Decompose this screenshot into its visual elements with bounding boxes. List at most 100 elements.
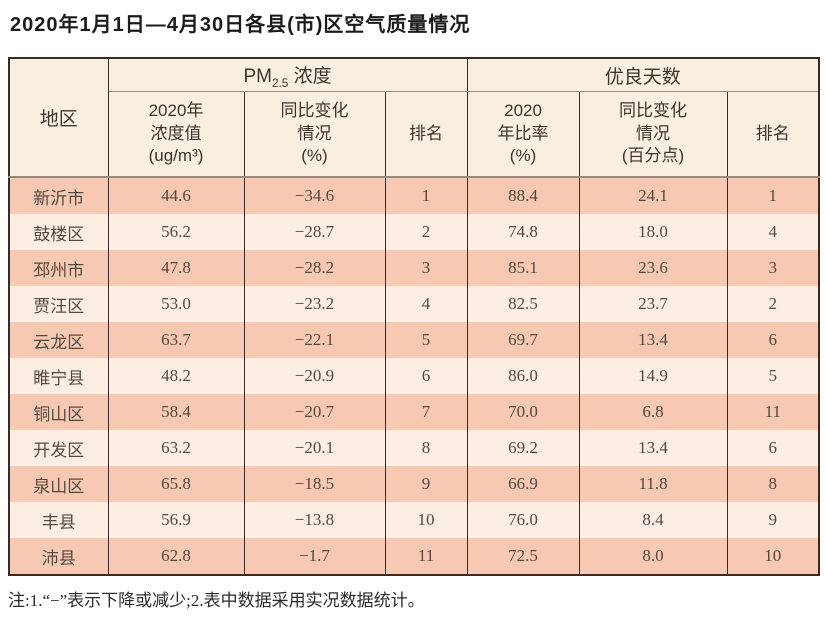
pm25-label-suffix: 浓度 bbox=[288, 65, 332, 87]
good-change-cell: 13.4 bbox=[578, 322, 728, 358]
good-rate-cell: 70.0 bbox=[466, 394, 580, 430]
header-good-change: 同比变化 情况 (百分点) bbox=[578, 91, 728, 178]
good-rate-cell: 86.0 bbox=[466, 358, 580, 394]
pm25-value-cell: 48.2 bbox=[107, 358, 245, 394]
table-row: 泉山区 65.8 −18.5 9 66.9 11.8 8 bbox=[8, 466, 820, 502]
pm25-rank-cell: 5 bbox=[384, 322, 468, 358]
pm25-change-cell: −20.9 bbox=[243, 358, 386, 394]
good-rate-cell: 69.2 bbox=[466, 430, 580, 466]
header-pm25-group: PM2.5 浓度 bbox=[107, 58, 468, 92]
region-cell: 睢宁县 bbox=[8, 358, 109, 394]
pm25-rank-cell: 11 bbox=[384, 538, 468, 575]
good-rate-cell: 66.9 bbox=[466, 466, 580, 502]
pm25-rank-cell: 1 bbox=[384, 177, 468, 214]
good-change-cell: 11.8 bbox=[578, 466, 728, 502]
pm25-label-prefix: PM bbox=[243, 65, 272, 87]
pm25-value-cell: 44.6 bbox=[107, 177, 245, 214]
good-rate-cell: 88.4 bbox=[466, 177, 580, 214]
pm25-change-cell: −20.1 bbox=[243, 430, 386, 466]
region-cell: 新沂市 bbox=[8, 177, 109, 214]
good-rank-cell: 1 bbox=[726, 177, 820, 214]
good-rate-cell: 72.5 bbox=[466, 538, 580, 575]
pm25-rank-cell: 6 bbox=[384, 358, 468, 394]
header-region: 地区 bbox=[8, 58, 109, 178]
region-cell: 云龙区 bbox=[8, 322, 109, 358]
good-rank-cell: 6 bbox=[726, 430, 820, 466]
good-rate-cell: 76.0 bbox=[466, 502, 580, 538]
footnote: 注:1.“−”表示下降或减少;2.表中数据采用实况数据统计。 bbox=[8, 591, 425, 610]
pm25-value-cell: 56.2 bbox=[107, 214, 245, 250]
header-pm25-value: 2020年 浓度值 (ug/m³) bbox=[107, 91, 245, 178]
good-rank-cell: 9 bbox=[726, 502, 820, 538]
good-rate-cell: 85.1 bbox=[466, 250, 580, 286]
pm25-change-cell: −18.5 bbox=[243, 466, 386, 502]
table-row: 铜山区 58.4 −20.7 7 70.0 6.8 11 bbox=[8, 394, 820, 430]
pm25-value-cell: 65.8 bbox=[107, 466, 245, 502]
good-rank-cell: 11 bbox=[726, 394, 820, 430]
table-row: 丰县 56.9 −13.8 10 76.0 8.4 9 bbox=[8, 502, 820, 538]
good-change-cell: 14.9 bbox=[578, 358, 728, 394]
pm25-rank-cell: 7 bbox=[384, 394, 468, 430]
pm25-change-cell: −13.8 bbox=[243, 502, 386, 538]
good-change-cell: 23.7 bbox=[578, 286, 728, 322]
table-row: 开发区 63.2 −20.1 8 69.2 13.4 6 bbox=[8, 430, 820, 466]
header-good-rate: 2020 年比率 (%) bbox=[466, 91, 580, 178]
header-good-days-group: 优良天数 bbox=[466, 58, 820, 92]
pm25-rank-cell: 8 bbox=[384, 430, 468, 466]
group-header-row: 地区 PM2.5 浓度 优良天数 bbox=[8, 58, 820, 178]
good-rate-cell: 69.7 bbox=[466, 322, 580, 358]
pm25-change-cell: −1.7 bbox=[243, 538, 386, 575]
pm25-value-cell: 62.8 bbox=[107, 538, 245, 575]
region-cell: 泉山区 bbox=[8, 466, 109, 502]
good-rank-cell: 4 bbox=[726, 214, 820, 250]
header-good-rank: 排名 bbox=[726, 91, 820, 178]
page-title: 2020年1月1日—4月30日各县(市)区空气质量情况 bbox=[10, 14, 471, 36]
good-rank-cell: 3 bbox=[726, 250, 820, 286]
pm25-rank-cell: 2 bbox=[384, 214, 468, 250]
pm25-rank-cell: 9 bbox=[384, 466, 468, 502]
good-change-cell: 13.4 bbox=[578, 430, 728, 466]
table-row: 云龙区 63.7 −22.1 5 69.7 13.4 6 bbox=[8, 322, 820, 358]
pm25-label-subscript: 2.5 bbox=[271, 76, 289, 90]
pm25-change-cell: −28.2 bbox=[243, 250, 386, 286]
table-row: 沛县 62.8 −1.7 11 72.5 8.0 10 bbox=[8, 538, 820, 575]
pm25-value-cell: 63.7 bbox=[107, 322, 245, 358]
air-quality-table: 地区 PM2.5 浓度 优良天数 2020年 浓度值 (ug/m³) 同比变化 … bbox=[8, 57, 821, 576]
good-change-cell: 8.4 bbox=[578, 502, 728, 538]
table-row: 邳州市 47.8 −28.2 3 85.1 23.6 3 bbox=[8, 250, 820, 286]
good-rank-cell: 2 bbox=[726, 286, 820, 322]
table-row: 睢宁县 48.2 −20.9 6 86.0 14.9 5 bbox=[8, 358, 820, 394]
pm25-change-cell: −23.2 bbox=[243, 286, 386, 322]
pm25-rank-cell: 4 bbox=[384, 286, 468, 322]
good-change-cell: 24.1 bbox=[578, 177, 728, 214]
header-pm25-rank: 排名 bbox=[384, 91, 468, 178]
pm25-change-cell: −28.7 bbox=[243, 214, 386, 250]
table-row: 鼓楼区 56.2 −28.7 2 74.8 18.0 4 bbox=[8, 214, 820, 250]
pm25-value-cell: 47.8 bbox=[107, 250, 245, 286]
pm25-rank-cell: 3 bbox=[384, 250, 468, 286]
region-cell: 沛县 bbox=[8, 538, 109, 575]
region-cell: 鼓楼区 bbox=[8, 214, 109, 250]
sub-header-row: 2020年 浓度值 (ug/m³) 同比变化 情况 (%) 排名 2020 年比… bbox=[9, 91, 820, 178]
good-rate-cell: 82.5 bbox=[466, 286, 580, 322]
good-rank-cell: 8 bbox=[726, 466, 820, 502]
good-change-cell: 23.6 bbox=[578, 250, 728, 286]
pm25-value-cell: 63.2 bbox=[107, 430, 245, 466]
good-change-cell: 6.8 bbox=[578, 394, 728, 430]
region-cell: 铜山区 bbox=[8, 394, 109, 430]
good-change-cell: 8.0 bbox=[578, 538, 728, 575]
table-row: 新沂市 44.6 −34.6 1 88.4 24.1 1 bbox=[8, 177, 820, 214]
good-rank-cell: 5 bbox=[726, 358, 820, 394]
pm25-change-cell: −20.7 bbox=[243, 394, 386, 430]
region-cell: 丰县 bbox=[8, 502, 109, 538]
pm25-value-cell: 53.0 bbox=[107, 286, 245, 322]
good-change-cell: 18.0 bbox=[578, 214, 728, 250]
pm25-change-cell: −22.1 bbox=[243, 322, 386, 358]
good-rank-cell: 10 bbox=[726, 538, 820, 575]
pm25-rank-cell: 10 bbox=[384, 502, 468, 538]
region-cell: 贾汪区 bbox=[8, 286, 109, 322]
header-pm25-change: 同比变化 情况 (%) bbox=[243, 91, 386, 178]
pm25-value-cell: 58.4 bbox=[107, 394, 245, 430]
good-rank-cell: 6 bbox=[726, 322, 820, 358]
region-cell: 邳州市 bbox=[8, 250, 109, 286]
